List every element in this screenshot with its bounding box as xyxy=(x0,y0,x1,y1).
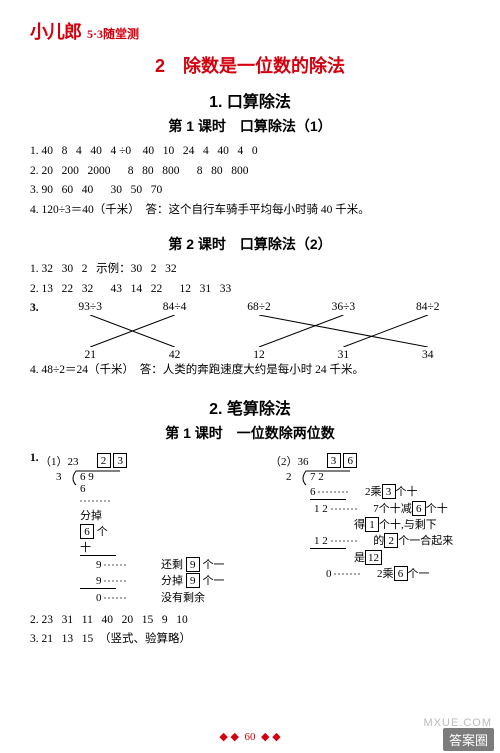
ld-right-r2: 1 2 xyxy=(314,503,328,515)
s1l1-q2: 2. 20 200 2000 8 80 800 8 80 800 xyxy=(30,162,470,182)
s1l2-q4: 4. 48÷2＝24（千米） 答：人类的奔跑速度大约是每小时 24 千米。 xyxy=(30,361,470,381)
footer-deco-l: ◆ ◆ xyxy=(219,731,239,743)
ld-left-a3s: 个一 xyxy=(203,575,225,587)
section1-title: 1. 口算除法 xyxy=(30,88,470,112)
section2-title: 2. 笔算除法 xyxy=(30,395,470,419)
ldr-a4p: 的 xyxy=(373,535,384,547)
ld-left-a2p: 还剩 xyxy=(161,559,183,571)
ld-right-q1: 3 xyxy=(327,453,341,468)
ldr-a3b: 1 xyxy=(365,517,379,532)
ld-right-head: （2）36 xyxy=(270,453,309,469)
s1l2-q1: 1. 32 30 2 示例：30 2 32 xyxy=(30,260,470,280)
match-top-4: 84÷2 xyxy=(386,301,470,313)
ld-left-a2s: 个一 xyxy=(203,559,225,571)
ld-left-a4: 没有剩余 xyxy=(161,592,205,604)
ld-left-a1p: 分掉 xyxy=(80,510,102,522)
ldr-a6p: 2乘 xyxy=(377,568,394,580)
ld-left-a3b: 9 xyxy=(186,573,200,588)
match-lines-svg xyxy=(48,315,470,347)
unit-title: 2 除数是一位数的除法 xyxy=(30,52,470,78)
match-bot-0: 21 xyxy=(48,349,132,361)
ldr-a4b: 2 xyxy=(384,533,398,548)
ld-left-head: （1）23 xyxy=(40,453,79,469)
match-bot-1: 42 xyxy=(132,349,216,361)
brand-logo: 小儿郎 xyxy=(30,18,81,44)
ldr-a6s: 个一 xyxy=(408,568,430,580)
ldr-a4s: 个一合起来 xyxy=(398,535,453,547)
ld-left-divisor: 3 xyxy=(56,471,62,483)
dash-icon xyxy=(318,487,362,497)
dash-icon xyxy=(104,576,158,586)
dash-icon xyxy=(80,496,150,506)
s1l2-q2: 2. 13 22 32 43 14 22 12 31 33 xyxy=(30,280,470,300)
match-top-2: 68÷2 xyxy=(217,301,301,313)
ldr-a3p: 得 xyxy=(354,519,365,531)
ld-right-q2: 6 xyxy=(343,453,357,468)
match-bot-3: 31 xyxy=(301,349,385,361)
ldr-a2p: 7个十减 xyxy=(373,503,412,515)
ld-left-bracket xyxy=(66,469,126,487)
ldr-a1p: 2乘 xyxy=(365,486,382,498)
lesson1-1-title: 第 1 课时 口算除法（1） xyxy=(30,116,470,136)
ld-left-q2: 3 xyxy=(113,453,127,468)
ld-right-r1: 6 xyxy=(310,486,316,498)
ld-right-r3: 1 2 xyxy=(314,535,328,547)
s1l2-q3-label: 3. xyxy=(30,299,48,319)
ldr-a3s: 个十,与剩下 xyxy=(379,519,437,531)
dash-icon xyxy=(331,536,371,546)
match-top-3: 36÷3 xyxy=(301,301,385,313)
s1l1-q1: 1. 40 8 4 40 4 ÷0 40 10 24 4 40 4 0 xyxy=(30,142,470,162)
match-bot-2: 12 xyxy=(217,349,301,361)
dash-icon xyxy=(104,560,158,570)
s2l1-q2: 2. 23 31 11 40 20 15 9 10 xyxy=(30,611,470,631)
longdiv-right: （2）36 3 6 2 7 2 6 2乘3个十 xyxy=(270,453,470,605)
lesson1-2-title: 第 2 课时 口算除法（2） xyxy=(30,234,470,254)
ldr-a2b: 6 xyxy=(412,501,426,516)
match-top-1: 84÷4 xyxy=(132,301,216,313)
ldr-a5p: 是 xyxy=(354,552,365,564)
ldr-a1b: 3 xyxy=(382,484,396,499)
page-number: 60 xyxy=(245,731,256,743)
s2l1-q3: 3. 21 13 15 （竖式、验算略） xyxy=(30,630,470,650)
ld-left-a2b: 9 xyxy=(186,557,200,572)
ld-left-a3p: 分掉 xyxy=(161,575,183,587)
ld-right-r4: 0 xyxy=(326,568,332,580)
dash-icon xyxy=(104,593,158,603)
matching-diagram: 93÷3 84÷4 68÷2 36÷3 84÷2 21 42 12 31 34 xyxy=(48,301,470,361)
ldr-a6b: 6 xyxy=(394,566,408,581)
dash-icon xyxy=(331,504,371,514)
ld-left-r4: 0 xyxy=(96,592,102,604)
brand-sub: 5·3随堂测 xyxy=(87,25,139,42)
ldr-a5b: 12 xyxy=(365,550,382,565)
watermark-badge: 答案圈 xyxy=(443,728,494,751)
ldr-a2s: 个十 xyxy=(426,503,448,515)
dash-icon xyxy=(334,569,374,579)
longdiv-left: （1）23 2 3 3 6 9 6 分掉 6 xyxy=(40,453,230,605)
s2l1-q1-label: 1. xyxy=(30,449,40,605)
s1l1-q3: 3. 90 60 40 30 50 70 xyxy=(30,181,470,201)
ld-right-divisor: 2 xyxy=(286,471,292,483)
s1l1-q4: 4. 120÷3＝40（千米） 答：这个自行车骑手平均每小时骑 40 千米。 xyxy=(30,201,470,221)
ldr-a1s: 个十 xyxy=(396,486,418,498)
match-bot-4: 34 xyxy=(386,349,470,361)
lesson2-1-title: 第 1 课时 一位数除两位数 xyxy=(30,423,470,443)
ld-left-q1: 2 xyxy=(97,453,111,468)
page-footer: ◆ ◆ 60 ◆ ◆ xyxy=(0,730,500,743)
ld-left-a1b: 6 xyxy=(80,524,94,539)
footer-deco-r: ◆ ◆ xyxy=(261,731,281,743)
ld-left-r2: 9 xyxy=(96,559,102,571)
ld-right-bracket xyxy=(296,469,356,487)
ld-left-r3: 9 xyxy=(96,575,102,587)
match-top-0: 93÷3 xyxy=(48,301,132,313)
